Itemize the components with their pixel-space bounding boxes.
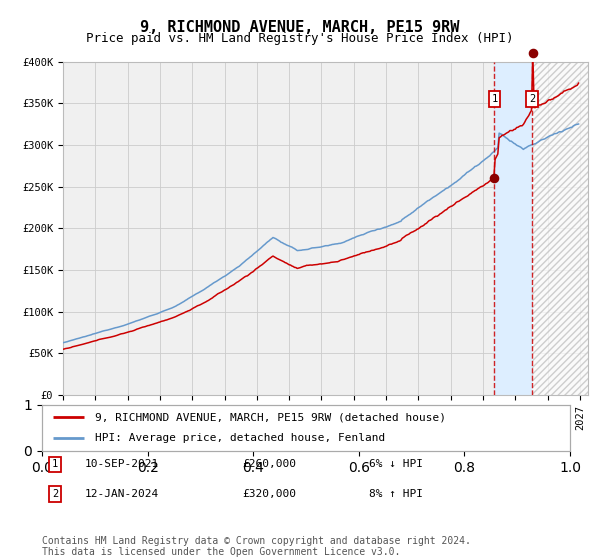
Text: Contains HM Land Registry data © Crown copyright and database right 2024.
This d: Contains HM Land Registry data © Crown c… (42, 535, 471, 557)
Text: 9, RICHMOND AVENUE, MARCH, PE15 9RW: 9, RICHMOND AVENUE, MARCH, PE15 9RW (140, 20, 460, 35)
Point (528, 49, 538, 58)
Text: 2: 2 (529, 94, 535, 104)
Text: HPI: Average price, detached house, Fenland: HPI: Average price, detached house, Fenl… (95, 433, 385, 444)
Text: 6% ↓ HPI: 6% ↓ HPI (370, 459, 424, 469)
Text: Price paid vs. HM Land Registry's House Price Index (HPI): Price paid vs. HM Land Registry's House … (86, 32, 514, 45)
Text: 9, RICHMOND AVENUE, MARCH, PE15 9RW (detached house): 9, RICHMOND AVENUE, MARCH, PE15 9RW (det… (95, 412, 446, 422)
Bar (494, 62, 532, 395)
Text: 8% ↑ HPI: 8% ↑ HPI (370, 489, 424, 499)
Point (489, 174, 499, 183)
Text: £320,000: £320,000 (242, 489, 296, 499)
Text: 10-SEP-2021: 10-SEP-2021 (84, 459, 158, 469)
Text: 12-JAN-2024: 12-JAN-2024 (84, 489, 158, 499)
Text: 1: 1 (491, 94, 497, 104)
Text: 1: 1 (52, 459, 58, 469)
Bar (532, 62, 588, 395)
Text: £260,000: £260,000 (242, 459, 296, 469)
Text: 2: 2 (52, 489, 58, 499)
